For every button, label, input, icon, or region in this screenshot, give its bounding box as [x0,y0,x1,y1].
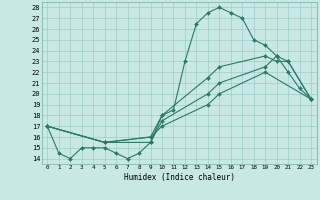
X-axis label: Humidex (Indice chaleur): Humidex (Indice chaleur) [124,173,235,182]
